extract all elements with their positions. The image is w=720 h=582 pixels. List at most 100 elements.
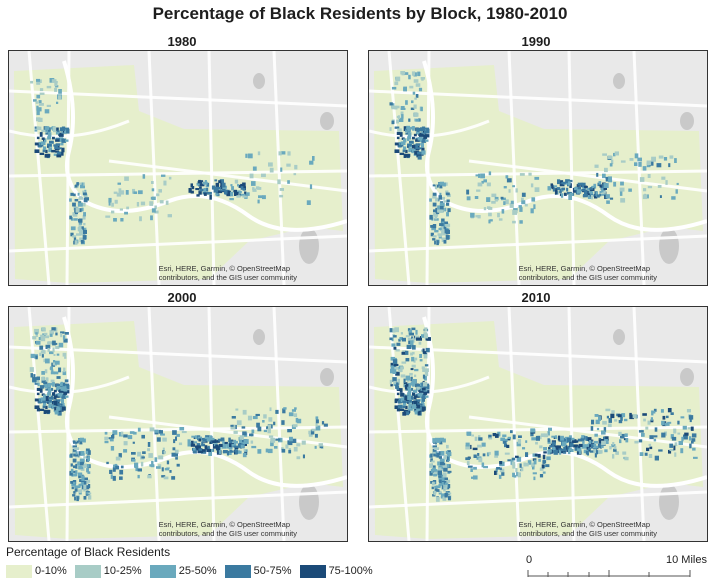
census-block	[495, 198, 498, 202]
panel-label-1980: 1980	[167, 34, 197, 49]
census-block	[43, 384, 48, 388]
census-block	[202, 181, 208, 185]
census-block	[580, 189, 585, 192]
census-block	[691, 438, 696, 442]
census-block	[421, 406, 426, 411]
census-block	[191, 435, 195, 438]
census-block	[680, 448, 684, 454]
census-block	[665, 180, 668, 185]
census-block	[131, 459, 136, 462]
census-block	[605, 176, 609, 180]
census-block	[262, 195, 266, 200]
map-panel-2010[interactable]: Esri, HERE, Garmin, © OpenStreetMap cont…	[368, 306, 708, 542]
census-block	[445, 450, 449, 455]
census-block	[179, 427, 185, 431]
census-block	[229, 198, 234, 201]
census-block	[432, 238, 436, 241]
census-block	[75, 485, 81, 489]
census-block	[215, 193, 219, 196]
census-block	[127, 435, 133, 440]
census-block	[64, 383, 70, 388]
census-block	[42, 149, 46, 153]
census-block	[634, 153, 639, 159]
census-block	[393, 380, 396, 385]
census-block	[110, 446, 115, 451]
census-block	[664, 431, 667, 436]
census-block	[49, 351, 54, 355]
census-block	[438, 227, 442, 230]
scale-bar-graphic	[527, 570, 691, 577]
map-title: Percentage of Black Residents by Block, …	[152, 4, 568, 23]
census-block	[552, 446, 556, 450]
census-block	[674, 452, 677, 457]
census-block	[502, 434, 507, 438]
census-block	[137, 474, 140, 479]
census-block	[664, 422, 670, 426]
census-block	[49, 396, 54, 400]
census-block	[70, 463, 73, 467]
census-block	[410, 352, 413, 356]
census-block	[443, 467, 448, 472]
census-block	[199, 186, 202, 190]
census-block	[237, 443, 243, 448]
census-block	[505, 175, 509, 179]
census-block	[231, 416, 236, 419]
census-block	[439, 192, 442, 196]
census-block	[293, 173, 297, 176]
census-block	[39, 388, 43, 393]
census-block	[123, 434, 128, 438]
census-block	[421, 334, 425, 338]
census-block	[430, 458, 433, 463]
census-block	[654, 455, 659, 461]
census-block	[151, 460, 154, 465]
census-block	[161, 174, 166, 177]
census-block	[422, 403, 425, 406]
census-block	[410, 368, 414, 371]
census-block	[659, 195, 662, 198]
census-block	[70, 226, 76, 231]
census-block	[434, 218, 439, 221]
census-block	[533, 204, 536, 210]
census-block	[624, 456, 629, 461]
census-block	[403, 138, 406, 143]
map-panel-1990[interactable]: Esri, HERE, Garmin, © OpenStreetMap cont…	[368, 50, 708, 286]
census-block	[36, 376, 40, 381]
census-block	[400, 71, 406, 75]
census-block	[477, 453, 480, 456]
census-block	[60, 142, 64, 146]
census-block	[56, 407, 61, 411]
census-block	[602, 153, 607, 156]
census-block	[572, 187, 578, 193]
census-block	[416, 407, 421, 411]
census-block	[78, 475, 81, 479]
census-block	[39, 132, 43, 137]
census-block	[591, 419, 595, 425]
census-block	[569, 193, 574, 196]
census-block	[165, 200, 169, 205]
census-block	[598, 439, 602, 444]
road-line	[369, 89, 707, 108]
census-block	[251, 429, 255, 434]
census-block	[112, 475, 116, 481]
map-panel-1980[interactable]: Esri, HERE, Garmin, © OpenStreetMap cont…	[8, 50, 348, 286]
road-line	[9, 234, 347, 253]
census-block	[240, 183, 244, 187]
census-block	[61, 138, 66, 143]
census-block	[236, 420, 242, 426]
census-block	[171, 476, 176, 480]
census-block	[79, 228, 83, 234]
census-block	[244, 191, 247, 196]
census-block	[397, 105, 400, 109]
census-block	[181, 431, 187, 434]
census-block	[646, 160, 652, 166]
census-block	[629, 158, 634, 161]
census-block	[32, 336, 37, 340]
census-block	[512, 472, 515, 478]
census-block	[55, 360, 60, 365]
census-block	[497, 212, 500, 218]
census-block	[433, 212, 439, 217]
census-block	[687, 427, 691, 430]
census-block	[408, 340, 412, 345]
map-panel-2000[interactable]: Esri, HERE, Garmin, © OpenStreetMap cont…	[8, 306, 348, 542]
census-block	[220, 189, 225, 192]
